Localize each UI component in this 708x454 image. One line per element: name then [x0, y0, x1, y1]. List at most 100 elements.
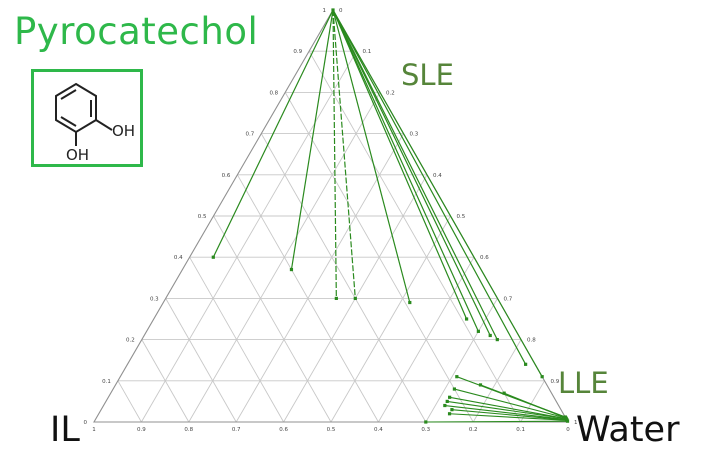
tick-label-right: 0.1	[363, 49, 372, 55]
tick-label-right: 1	[574, 420, 578, 426]
grid-line	[117, 380, 142, 423]
sle-point	[334, 296, 338, 300]
lle-tieline	[449, 413, 568, 421]
lle-tieline	[449, 396, 567, 420]
sle-point	[408, 300, 412, 305]
grid-line	[425, 298, 498, 423]
grid-line	[235, 133, 404, 423]
tick-label-right: 0.8	[527, 338, 536, 344]
tick-label-bottom: 0.7	[232, 427, 241, 433]
lle-tieline	[451, 409, 567, 421]
grid-layer	[117, 50, 545, 423]
grid-line	[260, 133, 427, 423]
sle-apex-point	[331, 8, 335, 12]
corner-label-water: Water	[576, 410, 680, 450]
molecule-structure-box: OH OH	[31, 69, 143, 167]
lle-region-label: LLE	[558, 366, 609, 400]
sle-tieline	[332, 9, 527, 365]
tick-label-bottom: 0.5	[327, 427, 336, 433]
tick-label-left: 0.6	[222, 173, 231, 179]
tick-label-bottom: 1	[92, 427, 96, 433]
sle-tieline	[290, 9, 334, 270]
lle-point	[502, 391, 506, 395]
lle-tieline	[425, 420, 568, 423]
sle-point	[524, 362, 528, 366]
lle-point	[455, 375, 459, 379]
tick-label-bottom: 0.8	[184, 427, 193, 433]
lle-point	[452, 387, 456, 391]
sle-point	[289, 267, 294, 272]
tick-label-bottom: 0.4	[374, 427, 383, 433]
lle-point	[445, 399, 449, 403]
sle-point	[476, 329, 480, 333]
tick-label-left: 0.1	[102, 379, 111, 385]
lle-point	[443, 403, 447, 408]
lle-tieline	[444, 404, 567, 421]
lle-point	[448, 395, 452, 399]
tick-label-left: 1	[323, 8, 327, 14]
tick-label-right: 0.4	[433, 173, 442, 179]
oh-top-label: OH	[112, 122, 135, 140]
sle-point	[540, 375, 544, 379]
tick-label-right: 0.3	[410, 132, 419, 138]
oh-bottom-label: OH	[66, 146, 89, 164]
lle-tielines	[424, 375, 570, 424]
tick-label-right: 0.7	[504, 296, 513, 302]
sle-tieline	[332, 9, 337, 299]
sle-region-label: SLE	[401, 58, 454, 92]
tick-label-left: 0.2	[126, 338, 135, 344]
sle-tieline	[332, 9, 498, 340]
tick-label-left: 0.5	[198, 214, 207, 220]
sle-tieline	[332, 9, 543, 377]
grid-line	[308, 50, 521, 423]
sle-tieline	[332, 9, 479, 332]
tick-label-bottom: 0	[566, 427, 570, 433]
sle-tieline	[332, 9, 356, 299]
tick-label-right: 0.9	[551, 379, 560, 385]
lle-point	[424, 420, 428, 424]
tick-label-right: 0.5	[457, 214, 466, 220]
corner-label-il: IL	[50, 410, 80, 450]
sle-point	[211, 255, 215, 259]
grid-line	[330, 215, 451, 423]
pyrocatechol-structure-icon: OH OH	[55, 82, 135, 164]
sle-tielines	[211, 8, 544, 379]
lle-tieline	[454, 388, 566, 419]
sle-tieline	[332, 9, 491, 336]
tick-label-right: 0.2	[386, 90, 395, 96]
lle-tieline	[503, 392, 566, 419]
sle-tieline	[332, 9, 468, 320]
grid-line	[213, 215, 332, 423]
tick-label-left: 0.4	[174, 255, 183, 261]
sle-point	[488, 333, 492, 338]
tick-label-left: 0.8	[269, 90, 278, 96]
lle-point	[565, 419, 570, 423]
tick-label-bottom: 0.9	[137, 427, 146, 433]
grid-line	[378, 256, 475, 423]
tick-label-left: 0.7	[246, 132, 255, 138]
lle-point	[450, 408, 454, 412]
tick-label-bottom: 0.6	[279, 427, 288, 433]
sle-tieline	[212, 9, 334, 258]
sle-point	[353, 296, 357, 300]
tick-label-right: 0	[339, 8, 343, 14]
sle-point	[464, 317, 469, 321]
grid-line	[141, 50, 357, 423]
tick-label-bottom: 0.3	[421, 427, 430, 433]
sle-point	[495, 338, 499, 342]
grid-line	[472, 339, 522, 423]
tick-label-bottom: 0.1	[516, 427, 525, 433]
tick-label-left: 0	[84, 420, 88, 426]
grid-line	[165, 298, 237, 423]
lle-point	[447, 412, 452, 416]
diagram-title: Pyrocatechol	[14, 10, 259, 53]
tick-labels: 1 0.9 0.8 0.7 0.6 0.5 0.4 0.3 0.2 0.1 0 0 0.1 0.2 0.3 0…	[84, 8, 578, 433]
grid-line	[141, 339, 190, 423]
sle-tieline	[332, 9, 411, 303]
tick-label-left: 0.3	[150, 296, 159, 302]
lle-point	[478, 383, 483, 387]
tick-label-bottom: 0.2	[469, 427, 478, 433]
lle-tieline	[447, 400, 567, 420]
